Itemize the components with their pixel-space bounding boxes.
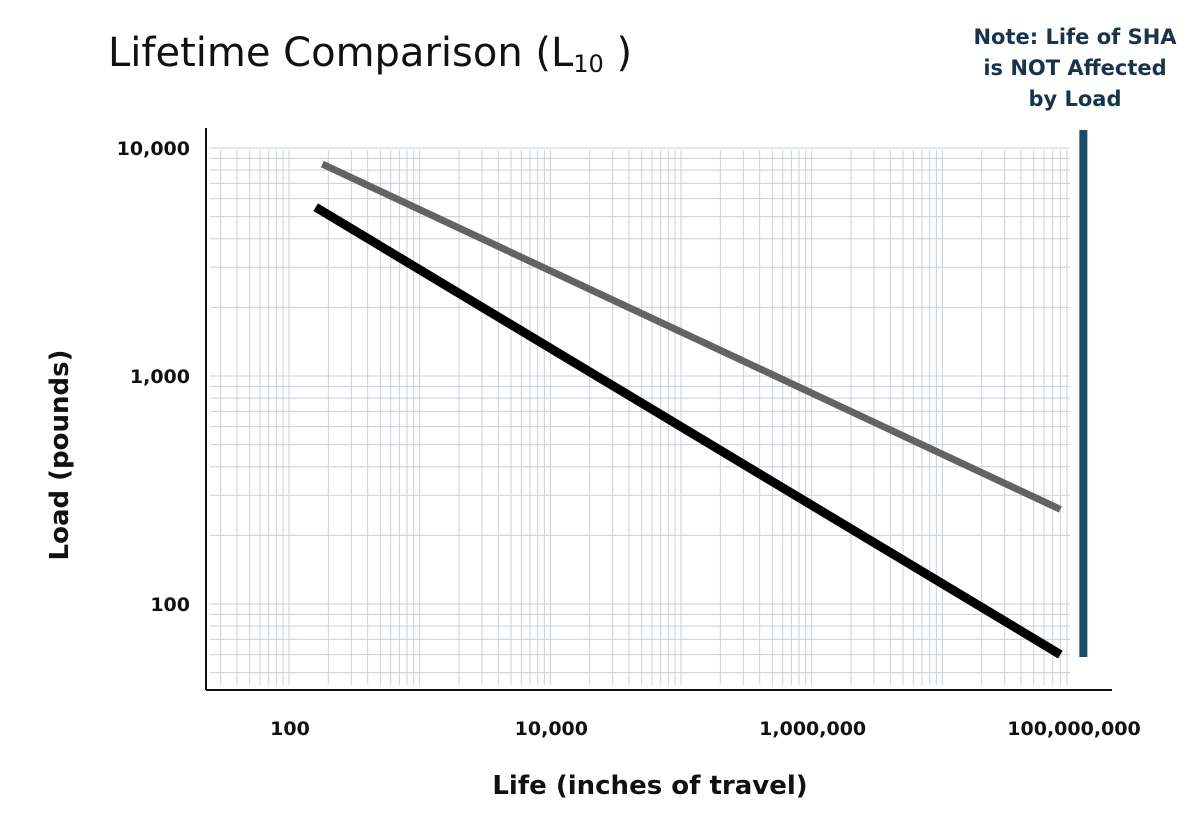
x-tick-label: 10,000 bbox=[515, 718, 588, 740]
y-tick-labels: 100 1,000 10,000 bbox=[117, 138, 190, 616]
sha-life-bar bbox=[1079, 130, 1088, 657]
series-layer bbox=[313, 160, 1063, 659]
x-tick-label: 100,000,000 bbox=[1007, 718, 1140, 740]
sha-note-line-1: Note: Life of SHA bbox=[973, 25, 1177, 49]
series-line-lower bbox=[313, 203, 1063, 659]
sha-note: Note: Life of SHA is NOT Affected by Loa… bbox=[955, 22, 1195, 115]
y-tick-label: 100 bbox=[150, 594, 190, 616]
chart-grid bbox=[210, 147, 1070, 685]
chart-title: Lifetime Comparison (L10 ) bbox=[108, 30, 632, 78]
chart-title-close: ) bbox=[603, 30, 633, 76]
y-tick-label: 1,000 bbox=[130, 366, 190, 388]
x-axis-label: Life (inches of travel) bbox=[492, 771, 807, 801]
sha-note-line-3: by Load bbox=[1028, 87, 1122, 111]
sha-note-line-2: is NOT Affected bbox=[983, 56, 1167, 80]
y-axis-label: Load (pounds) bbox=[45, 350, 75, 561]
y-tick-label: 10,000 bbox=[117, 138, 190, 160]
series-line-upper bbox=[320, 160, 1062, 513]
chart-title-text: Lifetime Comparison (L bbox=[108, 30, 574, 76]
chart-title-subscript: 10 bbox=[573, 50, 604, 78]
x-tick-labels: 100 10,000 1,000,000 100,000,000 bbox=[270, 718, 1141, 740]
x-tick-label: 100 bbox=[270, 718, 310, 740]
x-tick-label: 1,000,000 bbox=[759, 718, 866, 740]
